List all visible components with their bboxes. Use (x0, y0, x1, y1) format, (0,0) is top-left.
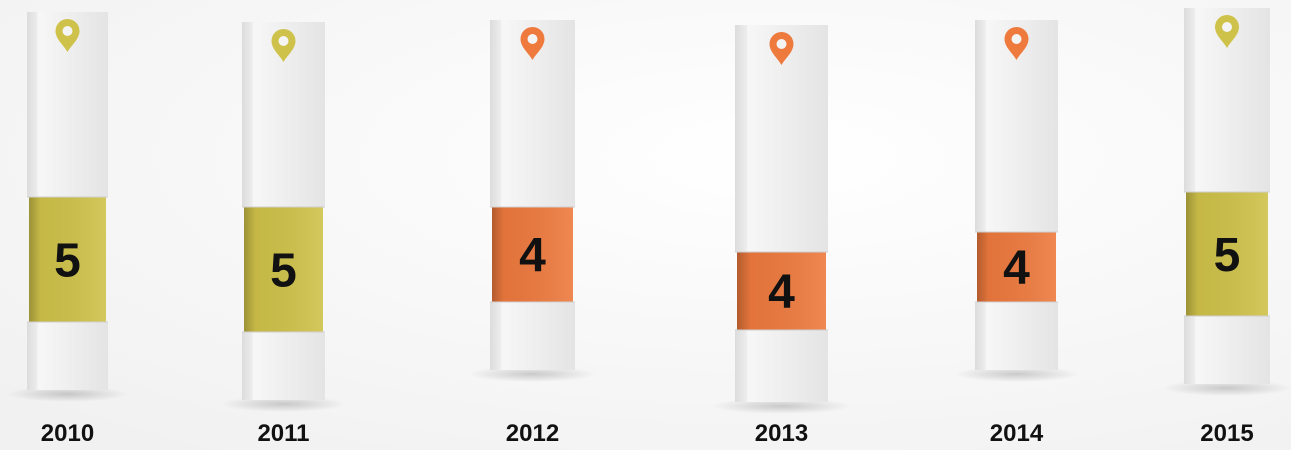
pin-hole (62, 26, 73, 36)
bottom-block (490, 302, 575, 370)
column: 5 2015 (1162, 8, 1291, 447)
year-label: 2014 (990, 420, 1044, 447)
pin-hole (278, 36, 289, 46)
value-label: 4 (768, 266, 795, 319)
column: 4 2013 (711, 25, 852, 447)
pin-hole (527, 34, 538, 44)
column: 4 2012 (468, 20, 597, 447)
bottom-block (242, 332, 325, 400)
pin-hole (776, 39, 787, 49)
bottom-block (975, 302, 1058, 370)
column: 4 2014 (954, 20, 1079, 447)
year-label: 2011 (257, 420, 309, 447)
pin-hole (1222, 22, 1232, 32)
value-label: 5 (54, 235, 81, 288)
value-block-shade (737, 252, 826, 330)
value-block-shade (29, 197, 106, 322)
value-label: 4 (519, 230, 546, 283)
year-label: 2010 (41, 420, 94, 447)
value-block-shade (492, 207, 573, 302)
value-block-shade (244, 207, 323, 332)
shadow (1162, 380, 1291, 396)
pin-hole (1011, 34, 1022, 44)
value-label: 5 (270, 245, 297, 298)
year-label: 2015 (1200, 420, 1253, 447)
bottom-block (27, 322, 108, 390)
value-block-shade (1186, 192, 1268, 316)
value-block-shade (977, 232, 1056, 302)
bottom-block (735, 330, 828, 402)
column: 5 2010 (6, 12, 129, 447)
bottom-block (1184, 316, 1270, 384)
year-label: 2012 (506, 420, 559, 447)
year-label: 2013 (755, 420, 808, 447)
value-label: 5 (1214, 229, 1241, 282)
columns: 5 2010 5 2011 4 2012 4 2013 4 2014 5 2015 (6, 8, 1291, 447)
column: 5 2011 (221, 22, 346, 447)
value-label: 4 (1003, 242, 1030, 295)
